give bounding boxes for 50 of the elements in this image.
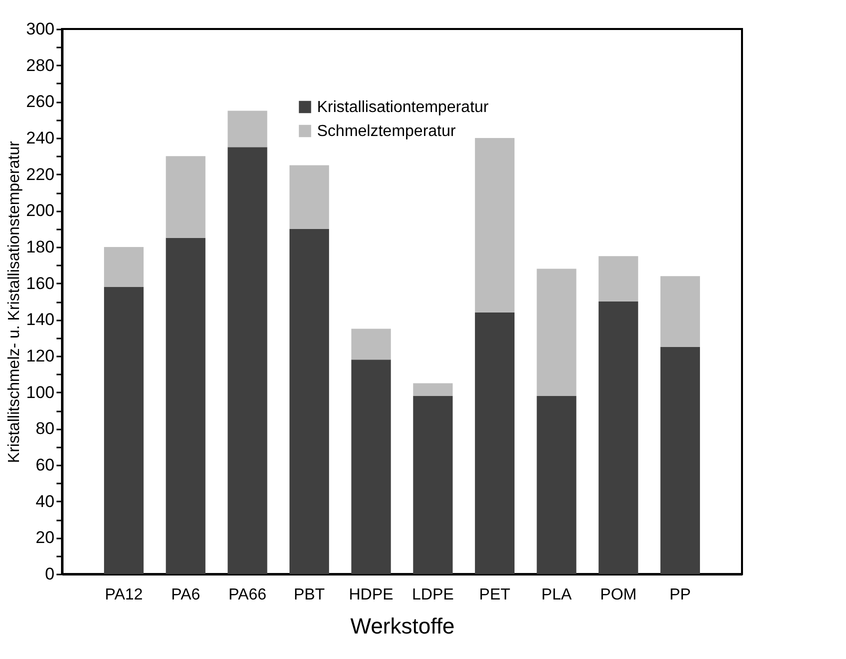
legend-label: Kristallisationtemperatur (317, 99, 490, 116)
x-tick-label: PP (670, 586, 691, 604)
y-tick-label: 200 (26, 201, 54, 220)
y-tick-label: 260 (26, 92, 54, 112)
bar (228, 110, 268, 148)
bar (413, 383, 453, 396)
y-tick-label: 160 (26, 274, 54, 293)
bar (598, 302, 638, 574)
bar (598, 256, 638, 302)
bar (104, 247, 144, 287)
y-tick-label: 0 (45, 564, 54, 584)
bar (166, 238, 206, 574)
y-axis-title: Kristallitschmelz- u. Kristallisationstemperatur (6, 140, 24, 463)
y-tick-label: 120 (26, 346, 54, 366)
bar (289, 165, 330, 229)
x-tick-label: PA6 (171, 586, 200, 604)
x-tick-label: PA12 (104, 586, 143, 604)
y-tick-label: 240 (26, 128, 54, 148)
bar (413, 396, 453, 574)
bar (104, 286, 144, 574)
y-tick-label: 100 (26, 382, 54, 402)
y-tick-label: 280 (26, 56, 54, 75)
x-tick-label: LDPE (412, 586, 454, 604)
y-tick-label: 220 (26, 164, 54, 184)
x-tick-label: POM (600, 586, 637, 604)
x-axis-title: Werkstoffe (350, 614, 455, 638)
y-tick-label: 300 (26, 20, 54, 38)
bar (660, 346, 700, 574)
bar (166, 156, 206, 238)
x-tick-label: PET (479, 586, 511, 604)
bar (474, 312, 515, 574)
y-tick-label: 60 (36, 456, 54, 474)
bar (474, 138, 515, 312)
x-tick-label: PA66 (228, 586, 267, 604)
bar (536, 268, 576, 396)
y-tick-label: 180 (26, 238, 54, 256)
bar (536, 396, 576, 574)
bar (351, 328, 391, 360)
y-tick-label: 40 (36, 492, 54, 511)
x-tick-label: PBT (294, 586, 326, 604)
bar (351, 360, 391, 574)
x-tick-label: PLA (541, 586, 572, 604)
bar (228, 147, 268, 574)
y-tick-label: 80 (36, 419, 54, 438)
bar (289, 228, 330, 574)
y-tick-label: 20 (36, 528, 54, 548)
y-tick-label: 140 (26, 310, 54, 330)
x-tick-label: HDPE (348, 586, 394, 604)
legend-label: Schmelztemperatur (317, 123, 456, 140)
bar (660, 276, 700, 347)
